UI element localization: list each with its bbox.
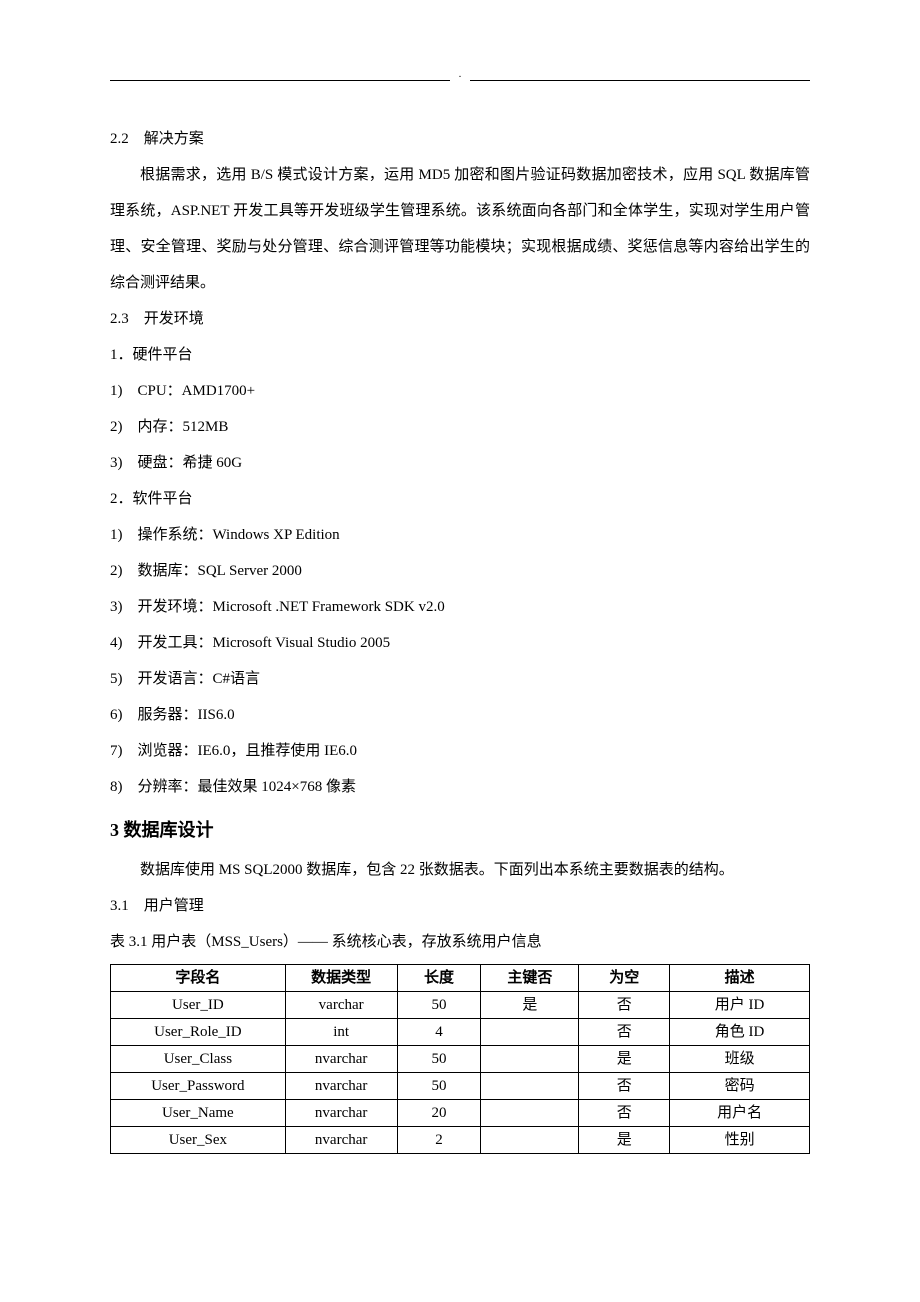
cell (481, 1019, 579, 1046)
table-row: User_ID varchar 50 是 否 用户 ID (111, 992, 810, 1019)
page-header-rule: . (110, 70, 810, 81)
cell: 2 (397, 1127, 481, 1154)
table-row: User_Name nvarchar 20 否 用户名 (111, 1100, 810, 1127)
sw-item: 8) 分辨率：最佳效果 1024×768 像素 (110, 769, 810, 805)
cell: 用户名 (670, 1100, 810, 1127)
col-data-type: 数据类型 (285, 965, 397, 992)
cell: int (285, 1019, 397, 1046)
sw-item: 1) 操作系统：Windows XP Edition (110, 517, 810, 553)
cell: 是 (481, 992, 579, 1019)
table-row: User_Password nvarchar 50 否 密码 (111, 1073, 810, 1100)
cell: 用户 ID (670, 992, 810, 1019)
cell: 50 (397, 992, 481, 1019)
cell: 密码 (670, 1073, 810, 1100)
sw-item: 4) 开发工具：Microsoft Visual Studio 2005 (110, 625, 810, 661)
cell: 否 (579, 1073, 670, 1100)
hw-item: 2) 内存：512MB (110, 409, 810, 445)
cell: 是 (579, 1127, 670, 1154)
hardware-platform-title: 1．硬件平台 (110, 337, 810, 373)
cell: nvarchar (285, 1073, 397, 1100)
cell: 20 (397, 1100, 481, 1127)
col-primary-key: 主键否 (481, 965, 579, 992)
cell: 50 (397, 1046, 481, 1073)
section-2-2-body: 根据需求，选用 B/S 模式设计方案，运用 MD5 加密和图片验证码数据加密技术… (110, 157, 810, 301)
document-page: . 2.2 解决方案 根据需求，选用 B/S 模式设计方案，运用 MD5 加密和… (110, 70, 810, 1154)
cell: User_Password (111, 1073, 286, 1100)
section-2-3-heading: 2.3 开发环境 (110, 301, 810, 337)
col-nullable: 为空 (579, 965, 670, 992)
cell: User_Class (111, 1046, 286, 1073)
cell: User_ID (111, 992, 286, 1019)
cell: 50 (397, 1073, 481, 1100)
cell: 否 (579, 1019, 670, 1046)
sw-item: 5) 开发语言：C#语言 (110, 661, 810, 697)
cell: 是 (579, 1046, 670, 1073)
section-2-2-heading: 2.2 解决方案 (110, 121, 810, 157)
hw-item: 1) CPU：AMD1700+ (110, 373, 810, 409)
cell: 角色 ID (670, 1019, 810, 1046)
cell: 性别 (670, 1127, 810, 1154)
cell: nvarchar (285, 1100, 397, 1127)
hw-item: 3) 硬盘：希捷 60G (110, 445, 810, 481)
cell (481, 1127, 579, 1154)
table-caption: 表 3.1 用户表（MSS_Users）—— 系统核心表，存放系统用户信息 (110, 924, 810, 960)
sw-item: 6) 服务器：IIS6.0 (110, 697, 810, 733)
cell: User_Name (111, 1100, 286, 1127)
table-row: User_Sex nvarchar 2 是 性别 (111, 1127, 810, 1154)
cell: 4 (397, 1019, 481, 1046)
col-description: 描述 (670, 965, 810, 992)
cell (481, 1073, 579, 1100)
cell (481, 1100, 579, 1127)
cell: 否 (579, 1100, 670, 1127)
users-table: 字段名 数据类型 长度 主键否 为空 描述 User_ID varchar 50… (110, 964, 810, 1154)
table-row: User_Role_ID int 4 否 角色 ID (111, 1019, 810, 1046)
sw-item: 3) 开发环境：Microsoft .NET Framework SDK v2.… (110, 589, 810, 625)
cell: User_Role_ID (111, 1019, 286, 1046)
cell: 班级 (670, 1046, 810, 1073)
cell: 否 (579, 992, 670, 1019)
table-header-row: 字段名 数据类型 长度 主键否 为空 描述 (111, 965, 810, 992)
cell: User_Sex (111, 1127, 286, 1154)
sw-item: 2) 数据库：SQL Server 2000 (110, 553, 810, 589)
cell: nvarchar (285, 1127, 397, 1154)
cell: nvarchar (285, 1046, 397, 1073)
users-table-wrap: 字段名 数据类型 长度 主键否 为空 描述 User_ID varchar 50… (110, 964, 810, 1154)
section-3-1-heading: 3.1 用户管理 (110, 888, 810, 924)
col-field-name: 字段名 (111, 965, 286, 992)
software-platform-title: 2．软件平台 (110, 481, 810, 517)
sw-item: 7) 浏览器：IE6.0，且推荐使用 IE6.0 (110, 733, 810, 769)
col-length: 长度 (397, 965, 481, 992)
cell: varchar (285, 992, 397, 1019)
cell (481, 1046, 579, 1073)
table-body: User_ID varchar 50 是 否 用户 ID User_Role_I… (111, 992, 810, 1154)
table-row: User_Class nvarchar 50 是 班级 (111, 1046, 810, 1073)
section-3-heading: 3 数据库设计 (110, 809, 810, 852)
section-3-intro: 数据库使用 MS SQL2000 数据库，包含 22 张数据表。下面列出本系统主… (110, 852, 810, 888)
